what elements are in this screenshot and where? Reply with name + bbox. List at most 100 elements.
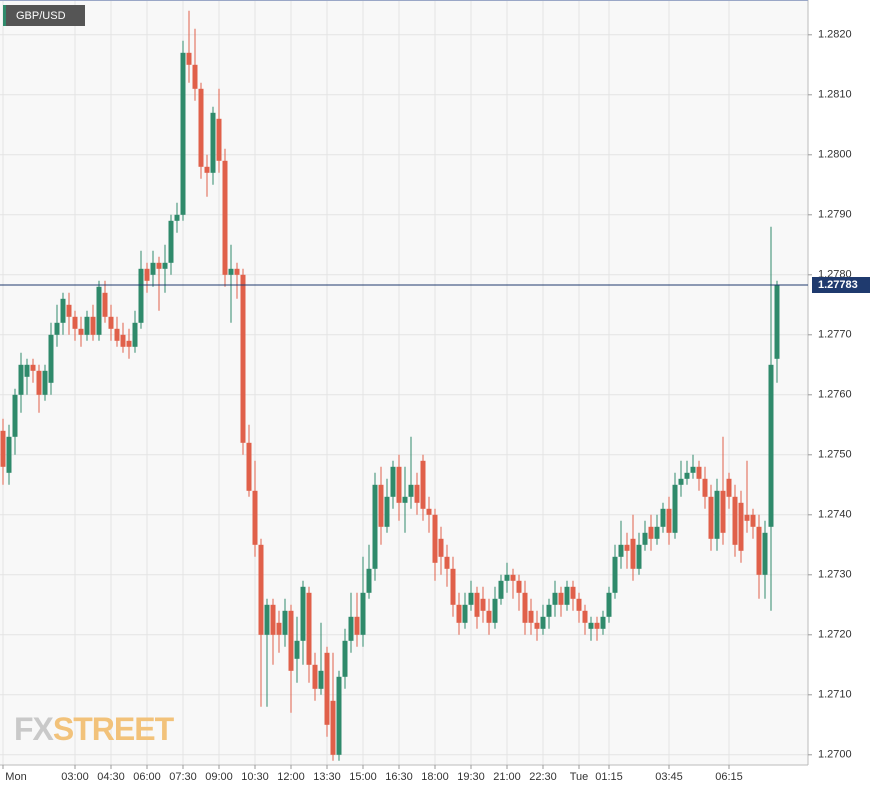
candle-body bbox=[132, 322, 138, 347]
x-tick-label: 13:30 bbox=[313, 771, 341, 783]
candle-body bbox=[672, 484, 678, 533]
candle-body bbox=[444, 556, 450, 569]
candle-body bbox=[732, 496, 738, 545]
candle-body bbox=[486, 610, 492, 623]
candle-body bbox=[756, 526, 762, 575]
x-tick-label: Mon bbox=[5, 771, 26, 783]
title-accent bbox=[3, 5, 6, 26]
candle-body bbox=[138, 268, 144, 323]
candle-body bbox=[252, 490, 258, 545]
candle-body bbox=[666, 508, 672, 533]
candle-body bbox=[534, 622, 540, 629]
candle-body bbox=[708, 496, 714, 539]
candle-body bbox=[504, 574, 510, 581]
x-tick-label: 22:30 bbox=[529, 771, 557, 783]
y-tick-label: 1.2820 bbox=[818, 29, 852, 41]
candle-body bbox=[120, 334, 126, 347]
chart-title: GBP/USD bbox=[16, 10, 66, 22]
candle-body bbox=[234, 268, 240, 275]
candle-body bbox=[738, 502, 744, 551]
y-tick-label: 1.2760 bbox=[818, 389, 852, 401]
candle-body bbox=[396, 466, 402, 503]
candle-body bbox=[0, 430, 6, 467]
candle-body bbox=[300, 586, 306, 641]
y-tick-label: 1.2810 bbox=[818, 89, 852, 101]
candle-body bbox=[750, 514, 756, 527]
candle-body bbox=[600, 616, 606, 629]
candle-body bbox=[372, 484, 378, 569]
candle-body bbox=[390, 466, 396, 497]
candle-body bbox=[78, 328, 84, 335]
x-tick-label: 04:30 bbox=[97, 771, 125, 783]
y-tick-label: 1.2800 bbox=[818, 149, 852, 161]
x-tick-label: Tue bbox=[570, 771, 589, 783]
candle-body bbox=[696, 466, 702, 479]
candle-body bbox=[768, 364, 774, 527]
candle-body bbox=[312, 664, 318, 689]
candle-body bbox=[420, 460, 426, 509]
candle-body bbox=[654, 526, 660, 539]
y-tick-label: 1.2730 bbox=[818, 569, 852, 581]
x-tick-label: 19:30 bbox=[457, 771, 485, 783]
candle-body bbox=[726, 478, 732, 497]
candle-body bbox=[102, 292, 108, 317]
candle-body bbox=[618, 544, 624, 557]
x-tick-label: 09:00 bbox=[205, 771, 233, 783]
candle-body bbox=[570, 586, 576, 599]
candle-body bbox=[378, 484, 384, 527]
candle-body bbox=[432, 514, 438, 563]
candle-body bbox=[282, 610, 288, 635]
x-tick-label: 15:00 bbox=[349, 771, 377, 783]
watermark: FXSTREET bbox=[14, 711, 175, 747]
plot-background bbox=[0, 0, 808, 765]
y-tick-label: 1.2740 bbox=[818, 509, 852, 521]
candle-body bbox=[528, 610, 534, 623]
candle-body bbox=[462, 604, 468, 623]
y-tick-label: 1.2770 bbox=[818, 329, 852, 341]
candle-body bbox=[354, 616, 360, 635]
candle-body bbox=[594, 622, 600, 629]
candle-body bbox=[438, 538, 444, 557]
candle-body bbox=[588, 622, 594, 629]
candle-body bbox=[702, 478, 708, 497]
x-tick-label: 03:00 bbox=[61, 771, 89, 783]
candle-body bbox=[414, 484, 420, 503]
candle-body bbox=[246, 442, 252, 491]
candle-body bbox=[558, 592, 564, 605]
candle-body bbox=[48, 334, 54, 383]
candle-body bbox=[468, 592, 474, 605]
candle-body bbox=[714, 490, 720, 539]
x-tick-label: 10:30 bbox=[241, 771, 269, 783]
candle-body bbox=[510, 574, 516, 581]
candle-body bbox=[12, 394, 18, 437]
candle-body bbox=[66, 304, 72, 317]
candle-body bbox=[330, 700, 336, 755]
x-tick-label: 21:00 bbox=[493, 771, 521, 783]
candle-body bbox=[402, 496, 408, 503]
candle-body bbox=[318, 670, 324, 689]
candle-body bbox=[126, 340, 132, 347]
candle-body bbox=[564, 586, 570, 605]
candle-body bbox=[18, 364, 24, 395]
candle-body bbox=[324, 652, 330, 725]
candle-body bbox=[642, 532, 648, 545]
last-price-box bbox=[812, 277, 870, 293]
candle-body bbox=[156, 262, 162, 269]
candle-body bbox=[240, 274, 246, 443]
x-tick-label: 12:00 bbox=[277, 771, 305, 783]
last-price-label: 1.27783 bbox=[818, 279, 858, 291]
candle-body bbox=[36, 370, 42, 395]
candle-body bbox=[498, 580, 504, 599]
y-tick-label: 1.2700 bbox=[818, 749, 852, 761]
candle-body bbox=[174, 214, 180, 221]
candle-body bbox=[294, 640, 300, 659]
candle-body bbox=[90, 316, 96, 335]
candle-body bbox=[348, 616, 354, 641]
candle-body bbox=[306, 592, 312, 665]
candle-body bbox=[690, 466, 696, 473]
candle-body bbox=[30, 364, 36, 371]
candle-body bbox=[678, 478, 684, 485]
candle-body bbox=[276, 622, 282, 635]
candle-body bbox=[270, 604, 276, 635]
